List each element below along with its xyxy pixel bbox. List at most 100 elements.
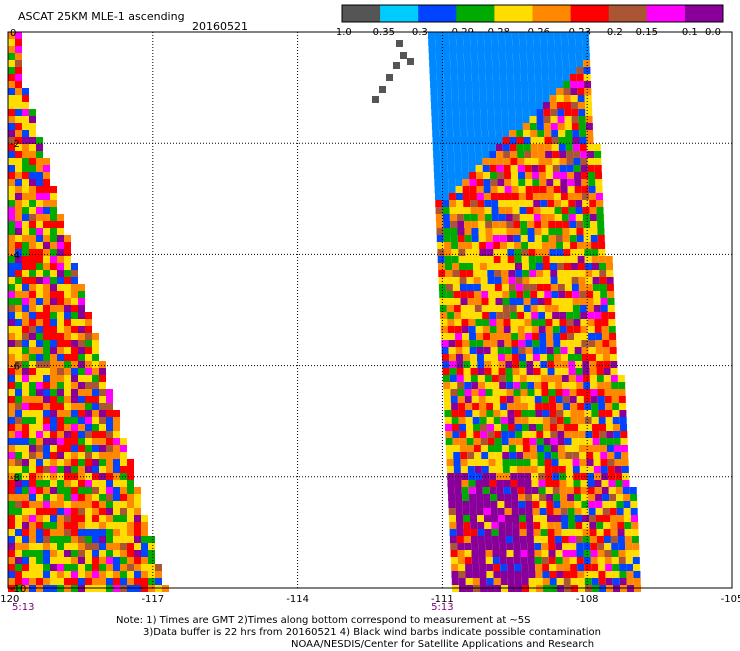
heatmap-cell	[521, 81, 529, 88]
heatmap-cell	[527, 557, 535, 564]
heatmap-cell	[448, 508, 456, 515]
heatmap-cell	[8, 480, 15, 487]
heatmap-cell	[57, 270, 64, 277]
heatmap-cell	[15, 578, 22, 585]
heatmap-cell	[50, 256, 57, 263]
heatmap-cell	[612, 578, 620, 585]
heatmap-cell	[71, 333, 78, 340]
heatmap-cell	[468, 312, 476, 319]
heatmap-cell	[588, 333, 596, 340]
heatmap-cell	[514, 571, 522, 578]
heatmap-cell	[542, 242, 550, 249]
heatmap-cell	[465, 256, 473, 263]
heatmap-cell	[43, 312, 50, 319]
heatmap-cell	[582, 207, 590, 214]
heatmap-cell	[471, 543, 479, 550]
heatmap-cell	[71, 494, 78, 501]
heatmap-cell	[22, 473, 29, 480]
heatmap-cell	[435, 53, 443, 60]
heatmap-cell	[594, 319, 602, 326]
heatmap-cell	[569, 389, 577, 396]
heatmap-cell	[29, 410, 36, 417]
heatmap-cell	[475, 473, 483, 480]
heatmap-cell	[633, 564, 641, 571]
heatmap-cell	[50, 424, 57, 431]
heatmap-cell	[613, 431, 621, 438]
heatmap-cell	[438, 109, 446, 116]
heatmap-cell	[596, 214, 604, 221]
heatmap-cell	[581, 494, 589, 501]
heatmap-cell	[532, 179, 540, 186]
heatmap-cell	[440, 151, 448, 158]
heatmap-cell	[562, 235, 570, 242]
heatmap-cell	[71, 291, 78, 298]
heatmap-cell	[134, 578, 141, 585]
heatmap-cell	[570, 102, 578, 109]
heatmap-cell	[92, 403, 99, 410]
heatmap-cell	[8, 60, 15, 67]
heatmap-cell	[540, 39, 548, 46]
heatmap-cell	[85, 361, 92, 368]
heatmap-cell	[475, 319, 483, 326]
heatmap-cell	[500, 102, 508, 109]
heatmap-cell	[583, 67, 591, 74]
heatmap-cell	[469, 354, 477, 361]
heatmap-cell	[529, 284, 537, 291]
heatmap-cell	[497, 172, 505, 179]
heatmap-cell	[439, 305, 447, 312]
heatmap-cell	[530, 459, 538, 466]
heatmap-cell	[467, 466, 475, 473]
heatmap-cell	[570, 571, 578, 578]
heatmap-cell	[561, 529, 569, 536]
heatmap-cell	[71, 578, 78, 585]
heatmap-cell	[599, 431, 607, 438]
heatmap-cell	[452, 123, 460, 130]
heatmap-cell	[521, 256, 529, 263]
heatmap-cell	[15, 81, 22, 88]
heatmap-cell	[435, 207, 443, 214]
heatmap-cell	[29, 347, 36, 354]
contamination-cell	[379, 86, 386, 93]
heatmap-cell	[22, 193, 29, 200]
heatmap-cell	[106, 550, 113, 557]
heatmap-cell	[64, 564, 71, 571]
y-tick-label: -6	[10, 362, 20, 373]
heatmap-cell	[50, 368, 57, 375]
heatmap-cell	[99, 529, 106, 536]
heatmap-cell	[448, 340, 456, 347]
heatmap-cell	[479, 95, 487, 102]
heatmap-cell	[632, 543, 640, 550]
heatmap-cell	[539, 186, 547, 193]
heatmap-cell	[530, 305, 538, 312]
heatmap-cell	[8, 396, 15, 403]
heatmap-cell	[560, 347, 568, 354]
heatmap-cell	[534, 67, 542, 74]
heatmap-cell	[120, 543, 127, 550]
heatmap-cell	[507, 242, 515, 249]
heatmap-cell	[588, 340, 596, 347]
heatmap-cell	[443, 60, 451, 67]
heatmap-cell	[99, 515, 106, 522]
heatmap-cell	[571, 116, 579, 123]
heatmap-cell	[43, 417, 50, 424]
heatmap-cell	[99, 564, 106, 571]
heatmap-cell	[523, 452, 531, 459]
heatmap-cell	[567, 515, 575, 522]
heatmap-cell	[78, 403, 85, 410]
heatmap-cell	[8, 95, 15, 102]
heatmap-cell	[547, 46, 555, 53]
heatmap-cell	[454, 165, 462, 172]
heatmap-cell	[599, 277, 607, 284]
heatmap-cell	[8, 312, 15, 319]
heatmap-cell	[99, 382, 106, 389]
heatmap-cell	[29, 417, 36, 424]
heatmap-cell	[36, 200, 43, 207]
heatmap-cell	[523, 459, 531, 466]
heatmap-cell	[57, 571, 64, 578]
heatmap-cell	[619, 564, 627, 571]
heatmap-cell	[481, 144, 489, 151]
heatmap-cell	[540, 46, 548, 53]
heatmap-cell	[15, 116, 22, 123]
heatmap-cell	[546, 347, 554, 354]
heatmap-cell	[518, 340, 526, 347]
